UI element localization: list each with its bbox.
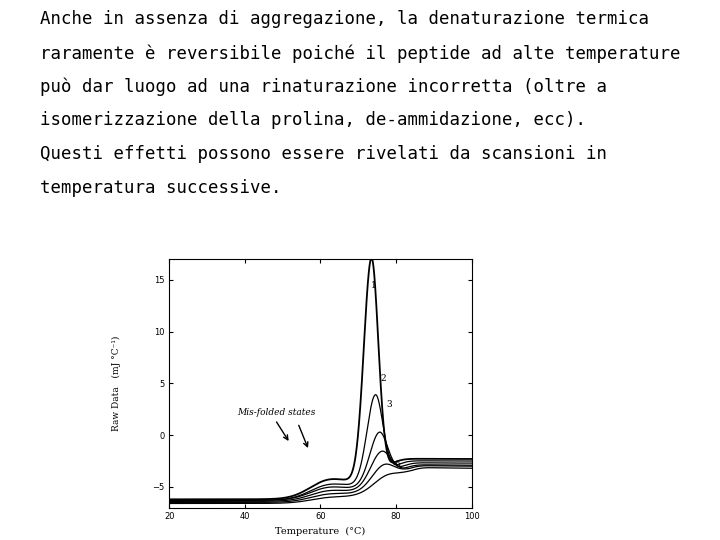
- Y-axis label: Raw Data   (mJ °C⁻¹): Raw Data (mJ °C⁻¹): [112, 336, 121, 431]
- Text: 6: 6: [394, 460, 400, 469]
- Text: Anche in assenza di aggregazione, la denaturazione termica: Anche in assenza di aggregazione, la den…: [40, 10, 649, 29]
- Text: 1: 1: [372, 281, 377, 289]
- Text: 3: 3: [387, 400, 392, 409]
- X-axis label: Temperature  (°C): Temperature (°C): [275, 527, 366, 536]
- Text: temperatura successive.: temperatura successive.: [40, 179, 281, 197]
- Text: raramente è reversibile poiché il peptide ad alte temperature: raramente è reversibile poiché il peptid…: [40, 44, 680, 63]
- Text: Mis-folded states: Mis-folded states: [238, 408, 315, 417]
- Text: può dar luogo ad una rinaturazione incorretta (oltre a: può dar luogo ad una rinaturazione incor…: [40, 78, 606, 96]
- Text: 2: 2: [381, 374, 387, 383]
- Text: isomerizzazione della prolina, de-ammidazione, ecc).: isomerizzazione della prolina, de-ammida…: [40, 111, 585, 130]
- Text: Questi effetti possono essere rivelati da scansioni in: Questi effetti possono essere rivelati d…: [40, 145, 606, 163]
